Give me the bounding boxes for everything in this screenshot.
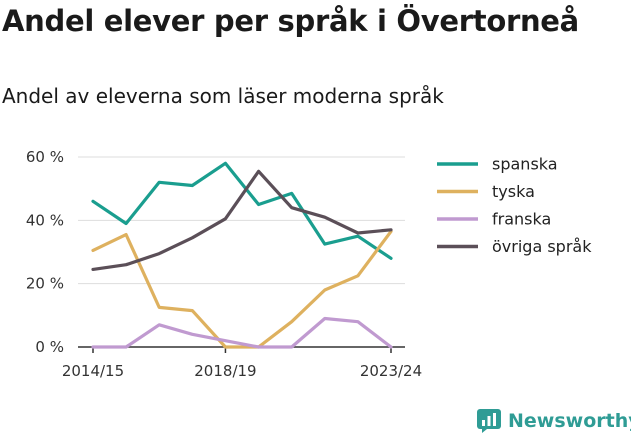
series-lines [91,161,393,349]
x-axis: 2014/15 2018/19 2023/24 [62,347,422,380]
y-tick-label: 40 % [26,211,64,229]
y-tick-label: 20 % [26,275,64,293]
newsworthy-logo-icon [477,409,501,433]
series-line-spanska [91,161,393,260]
series-line-tyska [91,229,393,349]
series-line-övriga-språk [91,169,393,271]
y-tick-label: 60 % [26,148,64,166]
x-tick-label: 2014/15 [62,362,124,380]
legend-label: övriga språk [492,237,592,256]
x-tick-label: 2018/19 [194,362,256,380]
series-line-franska [91,316,393,349]
brand-name: Newsworthy [508,410,631,432]
chart-title: Andel elever per språk i Övertorneå [2,4,579,38]
legend-label: franska [492,210,551,229]
brand-logo: Newsworthy [476,408,631,434]
legend-label: tyska [492,182,535,201]
legend-label: spanska [492,155,558,174]
y-axis-tick-labels: 0 % 20 % 40 % 60 % [26,148,64,356]
y-tick-label: 0 % [35,338,64,356]
legend: spanska tyska franska övriga språk [437,155,592,256]
x-tick-label: 2023/24 [360,362,422,380]
chart-subtitle: Andel av eleverna som läser moderna språ… [2,84,444,108]
